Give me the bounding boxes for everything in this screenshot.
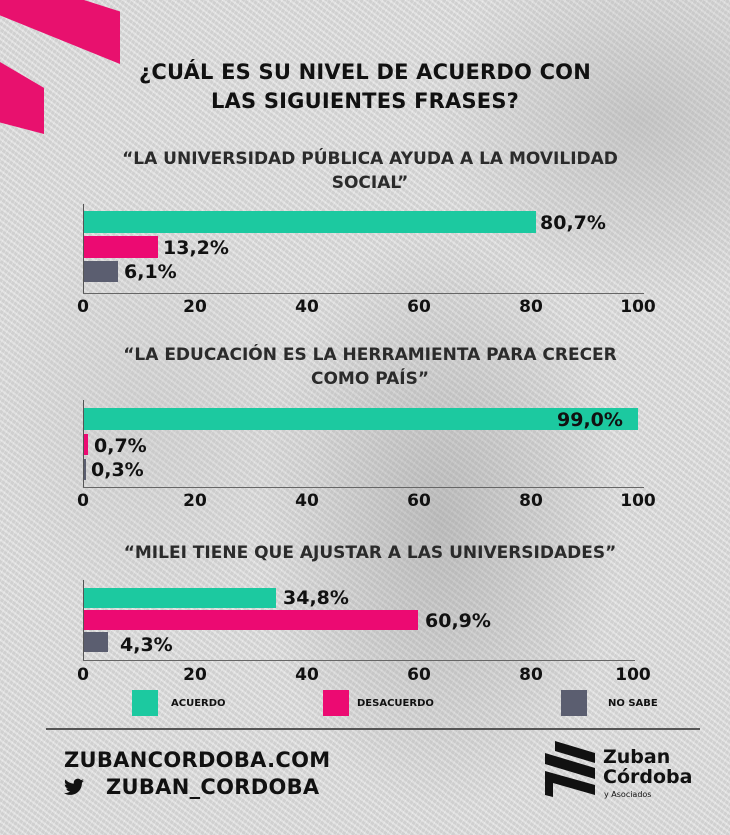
- x-axis: [83, 660, 635, 661]
- title-line-1: ¿CUÁL ES SU NIVEL DE ACUERDO CON: [138, 60, 592, 84]
- bar-desacuerdo: [84, 236, 158, 258]
- bar-label-no-sabe: 6,1%: [124, 261, 177, 283]
- page-title: ¿CUÁL ES SU NIVEL DE ACUERDO CON LAS SIG…: [0, 58, 730, 116]
- tick-label: 80: [519, 665, 543, 685]
- tick-label: 60: [407, 665, 431, 685]
- logo-name-line-2: Córdoba: [603, 766, 693, 788]
- footer-divider: [46, 728, 700, 730]
- tick-label: 100: [620, 297, 656, 317]
- legend-swatch-acuerdo: [132, 690, 158, 716]
- brand-shape-top: [0, 0, 120, 64]
- chart-heading: “LA EDUCACIÓN ES LA HERRAMIENTA PARA CRE…: [70, 343, 670, 391]
- bar-no-sabe: [84, 261, 118, 282]
- tick-label: 80: [519, 297, 543, 317]
- bar-acuerdo: [84, 408, 638, 430]
- bar-no-sabe: [84, 459, 86, 480]
- tick-label: 60: [407, 297, 431, 317]
- bar-label-no-sabe: 0,3%: [91, 459, 144, 481]
- y-axis: [83, 400, 84, 488]
- y-axis: [83, 204, 84, 294]
- tick-label: 40: [295, 297, 319, 317]
- bar-label-desacuerdo: 0,7%: [94, 435, 147, 457]
- tick-label: 20: [183, 665, 207, 685]
- logo-name-line-1: Zuban: [603, 746, 671, 768]
- tick-label: 0: [77, 665, 89, 685]
- bar-label-desacuerdo: 60,9%: [425, 610, 491, 632]
- chart-heading-line-1: “MILEI TIENE QUE AJUSTAR A LAS UNIVERSID…: [123, 543, 617, 563]
- tick-label: 20: [183, 491, 207, 511]
- tick-label: 20: [183, 297, 207, 317]
- chart-heading: “LA UNIVERSIDAD PÚBLICA AYUDA A LA MOVIL…: [70, 147, 670, 195]
- chart-heading-line-2: COMO PAÍS”: [310, 369, 429, 389]
- legend-label-acuerdo: ACUERDO: [171, 698, 226, 709]
- bar-label-desacuerdo: 13,2%: [163, 237, 229, 259]
- bar-label-acuerdo: 80,7%: [540, 212, 606, 234]
- bar-label-acuerdo: 99,0%: [557, 409, 623, 431]
- bar-no-sabe: [84, 632, 108, 652]
- x-axis: [83, 487, 644, 488]
- tick-label: 80: [519, 491, 543, 511]
- bar-acuerdo: [84, 211, 536, 233]
- tick-label: 100: [620, 491, 656, 511]
- bar-label-no-sabe: 4,3%: [120, 634, 173, 656]
- logo-subtitle: y Asociados: [604, 790, 652, 799]
- tick-label: 40: [295, 665, 319, 685]
- twitter-icon: [64, 778, 84, 796]
- legend-swatch-desacuerdo: [323, 690, 349, 716]
- title-line-2: LAS SIGUIENTES FRASES?: [210, 89, 520, 113]
- bar-desacuerdo: [84, 610, 418, 630]
- bar-acuerdo: [84, 588, 276, 608]
- chart-heading-line-1: “LA UNIVERSIDAD PÚBLICA AYUDA A LA MOVIL…: [122, 149, 618, 169]
- x-axis: [83, 293, 644, 294]
- bar-label-acuerdo: 34,8%: [283, 587, 349, 609]
- tick-label: 100: [615, 665, 651, 685]
- tick-label: 40: [295, 491, 319, 511]
- legend-label-no-sabe: NO SABE: [608, 698, 658, 709]
- tick-label: 0: [77, 491, 89, 511]
- bar-desacuerdo: [84, 434, 88, 455]
- legend-swatch-no-sabe: [561, 690, 587, 716]
- tick-label: 0: [77, 297, 89, 317]
- chart-heading-line-1: “LA EDUCACIÓN ES LA HERRAMIENTA PARA CRE…: [123, 345, 617, 365]
- legend-label-desacuerdo: DESACUERDO: [357, 698, 434, 709]
- website-link[interactable]: ZUBANCORDOBA.COM: [64, 748, 331, 772]
- tick-label: 60: [407, 491, 431, 511]
- logo-stripes-icon: [545, 741, 595, 797]
- chart-heading: “MILEI TIENE QUE AJUSTAR A LAS UNIVERSID…: [70, 541, 670, 565]
- twitter-handle[interactable]: ZUBAN_CORDOBA: [106, 775, 320, 799]
- y-axis: [83, 580, 84, 661]
- chart-heading-line-2: SOCIAL”: [331, 173, 409, 193]
